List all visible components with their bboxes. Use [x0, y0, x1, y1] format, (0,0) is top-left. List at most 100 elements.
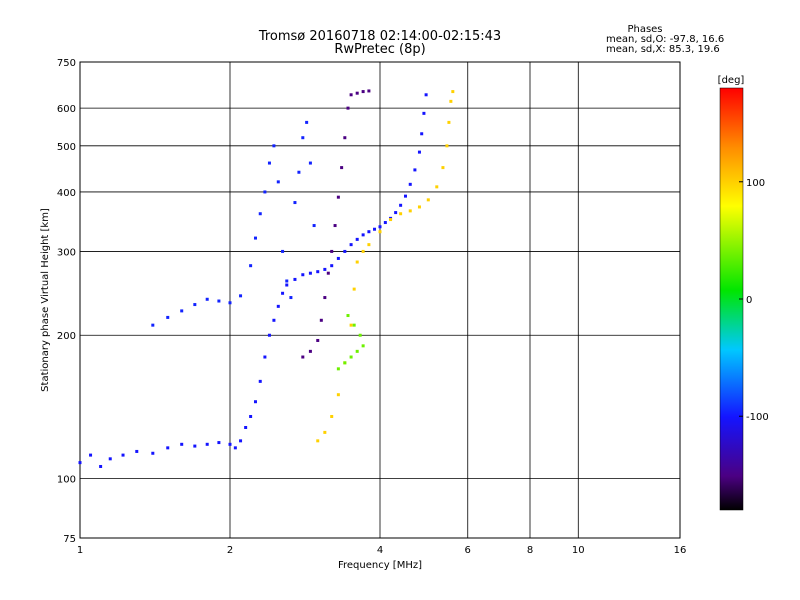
data-point — [355, 91, 359, 95]
data-point — [413, 168, 417, 172]
data-point — [367, 230, 371, 234]
data-point — [403, 194, 407, 198]
data-point — [217, 441, 221, 445]
data-point — [424, 93, 428, 97]
y-axis-label: Stationary phase Virtual Height [km] — [40, 208, 51, 392]
data-point — [441, 166, 445, 170]
data-point — [121, 453, 125, 457]
data-point — [319, 318, 323, 322]
data-point — [301, 136, 305, 140]
data-point — [343, 136, 347, 140]
data-point — [373, 227, 377, 231]
data-point — [253, 400, 257, 404]
x-tick-label: 10 — [572, 545, 585, 556]
data-point — [449, 99, 453, 103]
data-point — [272, 144, 276, 148]
colorbar-tick-label: 0 — [746, 295, 752, 306]
data-point — [217, 299, 221, 303]
data-point — [355, 260, 359, 264]
data-point — [336, 393, 340, 397]
x-tick-label: 1 — [77, 545, 83, 556]
data-point — [276, 180, 280, 184]
data-point — [435, 185, 439, 189]
colorbar — [720, 88, 743, 510]
data-point — [166, 315, 170, 319]
data-point — [343, 249, 347, 253]
colorbar-tick-label: -100 — [746, 412, 769, 423]
data-point — [367, 243, 371, 247]
data-point — [383, 221, 387, 225]
data-point — [135, 449, 139, 453]
data-point — [263, 190, 267, 194]
data-point — [263, 355, 267, 359]
data-point — [361, 344, 365, 348]
y-tick-label: 300 — [57, 247, 76, 258]
data-point — [352, 287, 356, 291]
data-point — [408, 182, 412, 186]
data-point — [228, 301, 232, 305]
data-point — [316, 439, 320, 443]
chart-title: Tromsø 20160718 02:14:00-02:15:43 — [258, 29, 501, 44]
data-point — [361, 90, 365, 94]
y-tick-label: 750 — [57, 58, 76, 69]
data-point — [361, 233, 365, 237]
data-point — [205, 297, 209, 301]
data-point — [417, 205, 421, 209]
data-point — [336, 256, 340, 260]
data-point — [333, 224, 337, 228]
y-tick-label: 400 — [57, 188, 76, 199]
data-point — [293, 277, 297, 281]
data-point — [253, 236, 257, 240]
chart-subtitle: RwPretec (8p) — [334, 42, 425, 57]
data-point — [276, 304, 280, 308]
data-point — [258, 212, 262, 216]
data-point — [417, 150, 421, 154]
data-point — [281, 249, 285, 253]
data-point — [249, 414, 253, 418]
data-point — [308, 271, 312, 275]
data-point — [312, 224, 316, 228]
data-point — [78, 461, 82, 465]
data-point — [343, 361, 347, 365]
data-point — [323, 430, 327, 434]
plot-area: 1 2 4 6 8 10 16 75 100 200 300 400 500 600 750 — [57, 58, 686, 556]
data-point — [361, 249, 365, 253]
data-point — [330, 249, 334, 253]
data-point — [297, 170, 301, 174]
colorbar-ticks: 100 0 -100 — [739, 178, 769, 423]
x-axis-label: Frequency [MHz] — [338, 560, 422, 571]
data-point — [336, 195, 340, 199]
data-point — [326, 271, 330, 275]
data-point — [394, 211, 398, 215]
data-point — [267, 161, 271, 165]
data-point — [330, 264, 334, 268]
data-point — [193, 303, 197, 307]
data-point — [349, 323, 353, 327]
data-point — [305, 120, 309, 124]
data-point — [355, 349, 359, 353]
data-point — [258, 379, 262, 383]
data-point — [272, 318, 276, 322]
data-point — [316, 270, 320, 274]
data-point — [205, 442, 209, 446]
y-tick-label: 75 — [63, 534, 76, 545]
stats-line-o: mean, sd,O: -97.8, 16.6 — [606, 34, 724, 45]
data-point — [244, 425, 248, 429]
data-point — [340, 166, 344, 170]
data-point — [367, 89, 371, 93]
data-point — [358, 333, 362, 337]
data-point — [323, 267, 327, 271]
data-point — [422, 111, 426, 115]
data-point — [346, 314, 350, 318]
data-point — [239, 294, 243, 298]
data-point — [336, 367, 340, 371]
data-point — [323, 296, 327, 300]
y-tick-label: 200 — [57, 331, 76, 342]
data-point — [399, 212, 403, 216]
data-point — [451, 90, 455, 94]
data-point — [330, 414, 334, 418]
data-point — [447, 120, 451, 124]
data-point — [249, 264, 253, 268]
data-point — [445, 144, 449, 148]
data-point — [349, 243, 353, 247]
